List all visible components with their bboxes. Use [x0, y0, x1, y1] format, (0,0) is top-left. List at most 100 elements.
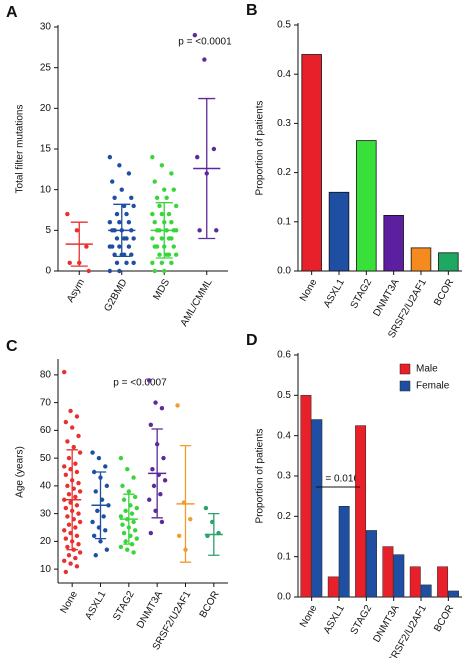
y-tick-label: 0.3 — [277, 118, 291, 129]
p-value: p = <0.0007 — [113, 378, 167, 389]
x-tick-label: BCOR — [198, 589, 222, 620]
bar — [355, 425, 367, 598]
point — [119, 187, 124, 192]
point — [63, 472, 69, 477]
point — [171, 244, 176, 249]
point — [77, 550, 83, 555]
point — [131, 519, 136, 525]
bar — [382, 546, 394, 598]
point — [90, 450, 95, 455]
point — [125, 547, 130, 552]
point — [169, 236, 174, 241]
point — [93, 553, 98, 558]
point — [147, 378, 152, 383]
point — [114, 211, 120, 217]
point — [118, 455, 124, 461]
point — [91, 533, 97, 539]
point — [96, 455, 102, 461]
point — [65, 544, 70, 550]
y-tick-label: 30 — [40, 22, 52, 33]
point — [73, 525, 78, 530]
point — [192, 32, 198, 38]
point — [93, 489, 98, 494]
bar — [383, 215, 404, 272]
point — [162, 268, 167, 274]
panel-letter: D — [246, 332, 258, 349]
point — [176, 533, 182, 539]
y-tick-label: 0.5 — [277, 390, 291, 401]
x-tick-label: STAG2 — [111, 589, 137, 623]
bar — [420, 584, 432, 598]
point — [123, 508, 128, 514]
point — [65, 514, 70, 519]
point — [169, 171, 174, 176]
bar — [328, 191, 350, 272]
point — [162, 187, 167, 192]
point — [150, 211, 155, 217]
point — [132, 528, 138, 533]
point — [62, 369, 67, 375]
x-tick-label: DNMT3A — [135, 589, 165, 630]
y-tick-label: 0.0 — [277, 592, 291, 603]
bar — [366, 530, 377, 598]
point — [159, 405, 165, 411]
point — [154, 195, 160, 200]
point — [159, 260, 165, 266]
point — [68, 408, 73, 414]
x-tick-label: MDS — [151, 277, 172, 302]
bar — [393, 554, 405, 598]
point — [68, 561, 73, 566]
point — [91, 469, 97, 475]
point — [203, 505, 209, 511]
point — [98, 539, 103, 544]
y-tick-label: 70 — [40, 397, 52, 408]
point — [62, 558, 67, 563]
y-axis-label: Proportion of patients — [255, 428, 266, 523]
point — [71, 444, 76, 450]
bar — [409, 566, 421, 598]
point — [152, 268, 157, 274]
point — [114, 260, 120, 266]
point — [161, 455, 166, 461]
x-tick-label: BCOR — [432, 277, 456, 308]
point — [84, 244, 89, 249]
point — [77, 450, 83, 455]
point — [171, 187, 176, 192]
point — [117, 268, 122, 274]
bar — [437, 566, 449, 598]
point — [104, 547, 110, 552]
y-tick-label: 25 — [40, 62, 52, 73]
y-tick-label: 10 — [40, 184, 52, 195]
point — [153, 400, 158, 405]
point — [131, 550, 136, 555]
y-tick-label: 0.1 — [277, 551, 291, 562]
y-tick-label: 0.3 — [277, 471, 291, 482]
point — [152, 220, 157, 225]
y-tick-label: 0.4 — [277, 69, 291, 80]
point — [76, 433, 81, 439]
point — [63, 536, 69, 541]
point — [166, 252, 172, 257]
y-tick-label: 0.1 — [277, 216, 291, 227]
point — [151, 483, 157, 489]
point — [123, 539, 128, 544]
point — [118, 514, 124, 519]
point — [147, 497, 152, 502]
point — [73, 494, 78, 500]
point — [124, 211, 129, 217]
point — [175, 403, 180, 408]
point — [148, 422, 154, 428]
point — [202, 57, 207, 62]
point — [74, 533, 80, 539]
point — [66, 455, 72, 461]
y-tick-label: 60 — [40, 425, 52, 436]
x-tick-label: DNMT3A — [371, 277, 401, 318]
point — [77, 489, 83, 494]
bar — [410, 247, 432, 272]
point — [154, 244, 160, 249]
point — [126, 220, 132, 225]
panel-letter: B — [246, 2, 258, 19]
y-tick-label: 50 — [40, 453, 52, 464]
bar — [301, 54, 322, 272]
y-tick-label: 0.0 — [277, 266, 291, 277]
